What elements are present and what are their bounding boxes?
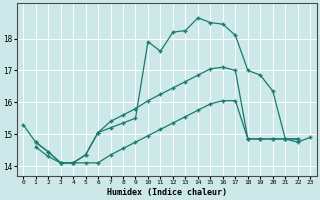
X-axis label: Humidex (Indice chaleur): Humidex (Indice chaleur)	[107, 188, 227, 197]
